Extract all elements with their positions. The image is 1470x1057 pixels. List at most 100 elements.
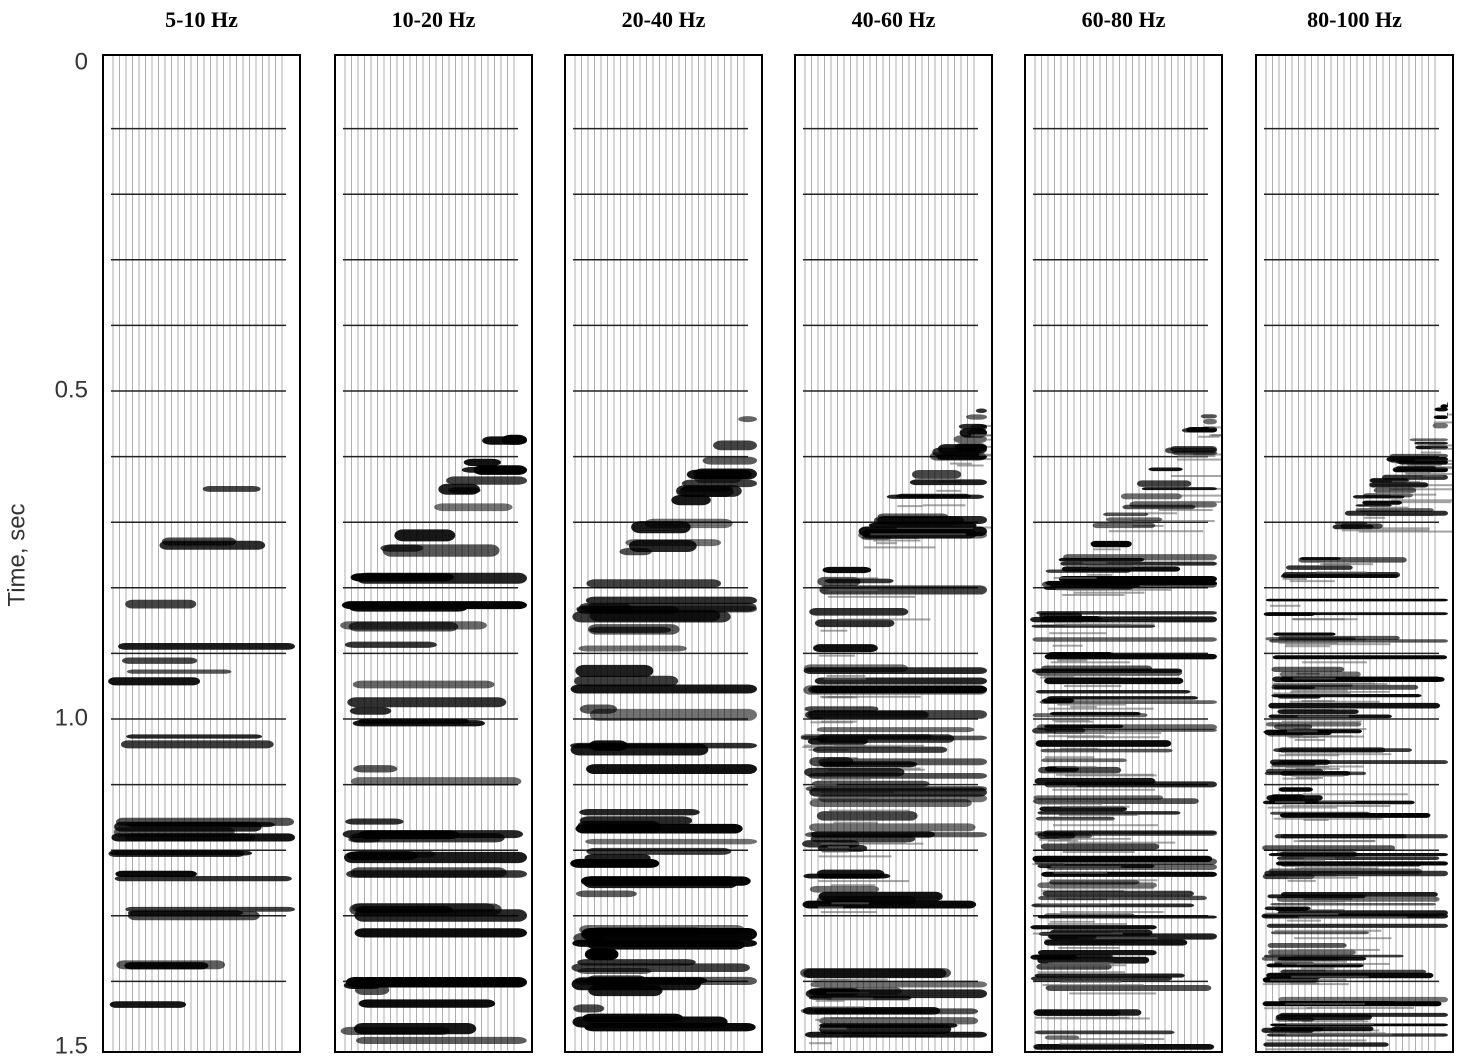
reflection [118, 642, 295, 650]
reflection [1275, 906, 1309, 911]
reflection [1033, 1009, 1121, 1016]
reflection [809, 607, 909, 616]
reflection [1105, 517, 1163, 522]
reflection [126, 734, 263, 739]
reflection-noise [820, 629, 848, 632]
reflection-noise [1289, 1032, 1386, 1035]
reflection [1046, 696, 1199, 700]
reflection-noise [999, 419, 1034, 421]
reflection [1042, 890, 1194, 897]
reflection-noise [1052, 788, 1156, 791]
reflection-noise [1282, 805, 1391, 808]
reflection-noise [1303, 818, 1329, 821]
reflection [800, 1008, 923, 1014]
reflection [1275, 1017, 1315, 1022]
reflection [1273, 748, 1412, 752]
reflection-noise [1296, 948, 1380, 951]
reflection-noise [1242, 410, 1322, 412]
reflection [1273, 724, 1313, 730]
reflection-noise [922, 504, 966, 507]
reflection [1398, 460, 1448, 465]
reflection [1043, 830, 1217, 835]
reflection-noise [819, 654, 855, 657]
reflection [1039, 700, 1217, 704]
reflection-noise [1044, 756, 1095, 759]
reflection-noise [1169, 494, 1222, 497]
reflection [1034, 777, 1156, 785]
reflection-noise [936, 489, 961, 492]
reflection [576, 605, 679, 614]
reflection [809, 885, 880, 893]
reflection-noise [1281, 720, 1362, 723]
reflection [1033, 954, 1113, 958]
reflection [347, 697, 507, 708]
reflection [121, 657, 198, 664]
reflection [589, 708, 757, 721]
reflection [816, 811, 918, 821]
reflection [1032, 713, 1148, 718]
reflection-noise [821, 778, 871, 781]
reflection [340, 1026, 451, 1036]
reflection-noise [1270, 978, 1347, 981]
reflection-noise [1361, 527, 1430, 530]
reflection-noise [1056, 765, 1097, 768]
reflection [953, 435, 987, 443]
reflection [1036, 611, 1217, 615]
reflection [1269, 811, 1370, 815]
reflection [579, 924, 745, 935]
reflection [1355, 504, 1392, 507]
reflection [579, 809, 700, 816]
reflection [1286, 565, 1353, 570]
reflection [587, 624, 680, 635]
reflection [575, 823, 743, 834]
panel-content [340, 55, 527, 1052]
reflection-noise [1404, 471, 1431, 474]
reflection-noise [1389, 488, 1453, 491]
reflection [807, 710, 987, 719]
reflection [1033, 795, 1164, 800]
reflection-noise [1047, 735, 1105, 738]
reflection-noise [1285, 643, 1391, 646]
reflection [954, 443, 987, 452]
reflection-noise [1131, 520, 1215, 523]
reflection-noise [1279, 859, 1325, 862]
reflection [1037, 915, 1217, 919]
reflection-noise [1293, 677, 1336, 680]
reflection-noise [1298, 916, 1408, 919]
reflection-noise [1286, 919, 1322, 922]
reflection-noise [831, 902, 869, 905]
reflection [1373, 487, 1417, 493]
reflection-noise [827, 846, 849, 849]
panel-frame [1024, 54, 1223, 1053]
reflection-noise [1293, 728, 1367, 731]
reflection [929, 452, 986, 461]
reflection [966, 414, 987, 420]
reflection [1035, 690, 1191, 694]
panel [794, 54, 1034, 1053]
panel-frame [1255, 54, 1454, 1053]
reflection-noise [1288, 876, 1358, 879]
reflection [804, 767, 905, 777]
reflection [1034, 858, 1217, 865]
reflection [356, 572, 527, 584]
reflection [738, 416, 757, 423]
reflection [582, 1013, 684, 1023]
reflection-noise [1458, 410, 1470, 412]
reflection-noise [1057, 673, 1139, 676]
reflection-noise [838, 618, 931, 621]
reflection [819, 585, 987, 595]
reflection [812, 746, 948, 753]
reflection [1170, 446, 1217, 452]
reflection-noise [1405, 472, 1453, 475]
reflection-noise [1391, 480, 1421, 483]
reflection-noise [1073, 591, 1145, 594]
panel-frame [794, 54, 993, 1053]
reflection [805, 786, 987, 792]
reflection [345, 976, 527, 988]
reflection [810, 835, 916, 843]
reflection [1278, 787, 1313, 792]
reflection [115, 870, 197, 878]
reflection [868, 522, 977, 528]
reflection [800, 968, 951, 978]
